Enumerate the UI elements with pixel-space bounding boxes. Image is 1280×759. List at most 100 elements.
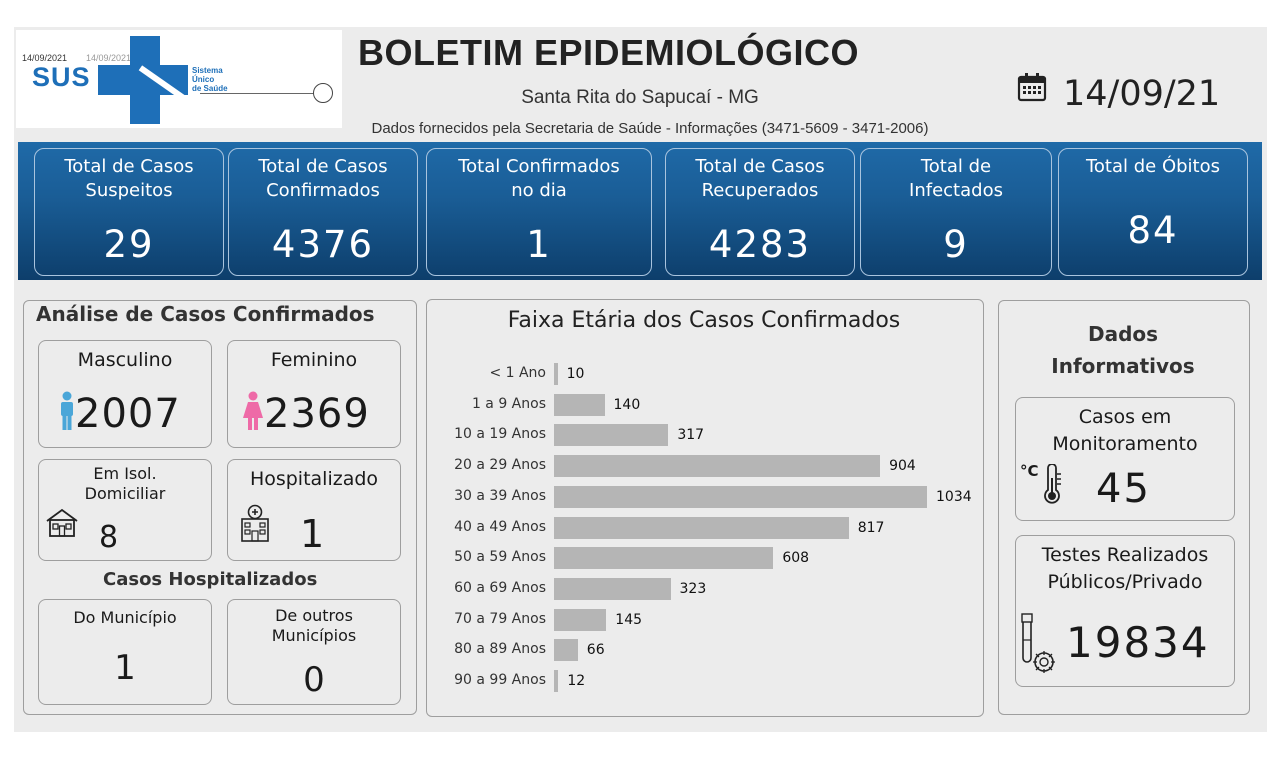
bar-value-label: 904 — [889, 458, 916, 475]
isolation-value: 8 — [99, 520, 119, 555]
logo-date-faded: 14/09/2021 — [86, 53, 132, 63]
hospitalized-value: 1 — [300, 512, 325, 556]
age-bar[interactable] — [554, 485, 927, 508]
isolation-label: Em Isol. Domiciliar — [84, 464, 166, 503]
monitoring-label: Casos em Monitoramento — [1052, 406, 1198, 455]
outros-value: 0 — [303, 660, 325, 700]
municipio-label: Do Município — [73, 608, 177, 627]
calendar-icon — [1017, 73, 1047, 102]
bar-category-label: 1 a 9 Anos — [471, 395, 546, 412]
kpi-value: 29 — [103, 223, 155, 266]
kpi-infectados: Total de Infectados 9 — [860, 148, 1052, 276]
date-slider-track[interactable] — [200, 93, 315, 94]
bar-category-label: 20 a 29 Anos — [454, 457, 546, 474]
bar-value-label: 608 — [782, 550, 810, 567]
bar-value-label: 12 — [567, 673, 586, 689]
female-icon — [243, 391, 263, 430]
tests-label: Testes Realizados Públicos/Privado — [1041, 544, 1209, 593]
celsius-unit: °C — [1020, 462, 1039, 480]
chart-title: Faixa Etária dos Casos Confirmados — [507, 308, 901, 333]
kpi-value: 4376 — [271, 223, 375, 266]
outros-card: De outros Municípios 0 — [227, 599, 401, 705]
hospitalized-card: Hospitalizado 1 — [227, 459, 401, 561]
female-card: Feminino 2369 — [227, 340, 401, 448]
municipio-card: Do Município 1 — [38, 599, 212, 705]
sus-brand-sub: Sistema Único de Saúde — [192, 66, 228, 93]
kpi-label: no dia — [511, 180, 567, 201]
sus-brand: SUS — [32, 62, 91, 92]
bar-category-label: < 1 Ano — [489, 365, 546, 381]
kpi-suspeitos: Total de Casos Suspeitos 29 — [34, 148, 224, 276]
kpi-label: Confirmados — [266, 180, 380, 201]
age-bar[interactable] — [554, 455, 881, 478]
age-bar[interactable] — [554, 363, 558, 385]
analysis-title: Análise de Casos Confirmados — [36, 302, 375, 326]
age-bar[interactable] — [554, 547, 774, 570]
bar-value-label: 323 — [679, 580, 707, 597]
monitoring-value: 45 — [1096, 466, 1151, 512]
kpi-value: 4283 — [708, 223, 812, 266]
kpi-label: Suspeitos — [85, 180, 173, 201]
kpi-value: 1 — [526, 223, 552, 266]
outros-label: De outros Municípios — [271, 606, 357, 645]
analysis-panel — [23, 300, 417, 715]
hospitalized-label: Hospitalizado — [249, 468, 379, 490]
bar-category-label: 10 a 19 Anos — [454, 426, 546, 443]
male-value: 2007 — [75, 391, 181, 437]
kpi-confirmados: Total de Casos Confirmados 4376 — [228, 148, 418, 276]
bar-category-label: 40 a 49 Anos — [454, 518, 546, 535]
bar-category-label: 70 a 79 Anos — [454, 610, 546, 627]
info-panel — [998, 300, 1250, 715]
kpi-label: Total de Casos — [64, 156, 194, 177]
bar-category-label: 60 a 69 Anos — [454, 579, 546, 596]
tests-card: Testes Realizados Públicos/Privado 19834 — [1015, 535, 1235, 687]
kpi-label: Total de Casos — [258, 156, 388, 177]
age-bar[interactable] — [554, 639, 578, 662]
kpi-label: Total de Casos — [695, 156, 825, 177]
age-bar[interactable] — [554, 424, 669, 447]
kpi-label: Total de — [920, 156, 992, 177]
age-bar[interactable] — [554, 393, 605, 416]
female-label: Feminino — [270, 349, 358, 371]
hosp-section-title: Casos Hospitalizados — [103, 569, 318, 590]
monitoring-card: Casos em Monitoramento °C 45 — [1015, 397, 1235, 521]
report-date: 14/09/21 — [1063, 74, 1221, 114]
data-source-note: Dados fornecidos pela Secretaria de Saúd… — [371, 120, 929, 137]
logo-date: 14/09/2021 — [22, 53, 68, 63]
male-icon — [61, 391, 73, 430]
age-chart-panel — [426, 299, 984, 717]
kpi-recuperados: Total de Casos Recuperados 4283 — [665, 148, 855, 276]
bar-value-label: 317 — [677, 427, 705, 444]
info-title: Dados Informativos — [1051, 322, 1195, 378]
bar-value-label: 817 — [857, 519, 885, 536]
isolation-card: Em Isol. Domiciliar 8 — [38, 459, 212, 561]
kpi-value: 9 — [943, 223, 969, 266]
male-label: Masculino — [77, 349, 173, 371]
municipio-value: 1 — [114, 648, 136, 688]
bar-value-label: 145 — [615, 611, 643, 628]
female-value: 2369 — [264, 391, 370, 437]
kpi-label: Recuperados — [701, 180, 819, 201]
age-bar[interactable] — [554, 516, 849, 539]
age-bar[interactable] — [554, 577, 671, 600]
hospital-icon — [241, 504, 269, 542]
kpi-band — [18, 142, 1262, 280]
date-slider-handle[interactable] — [313, 83, 333, 103]
bar-category-label: 50 a 59 Anos — [454, 549, 546, 566]
tests-value: 19834 — [1066, 618, 1210, 667]
bar-value-label: 1034 — [936, 488, 972, 505]
age-bar[interactable] — [554, 608, 607, 631]
kpi-confirmados-dia: Total Confirmados no dia 1 — [426, 148, 652, 276]
bar-category-label: 80 a 89 Anos — [454, 641, 546, 658]
kpi-label: Total Confirmados — [458, 156, 620, 177]
city-subtitle: Santa Rita do Sapucaí - MG — [521, 87, 759, 108]
bar-value-label: 66 — [586, 642, 605, 659]
kpi-obitos: Total de Óbitos 84 — [1058, 148, 1248, 276]
kpi-label: Infectados — [909, 180, 1003, 201]
age-bar[interactable] — [554, 670, 559, 692]
kpi-label: Total de Óbitos — [1085, 156, 1221, 177]
thermometer-icon — [1044, 464, 1061, 504]
test-tube-virus-icon — [1021, 613, 1055, 673]
bar-value-label: 10 — [566, 366, 585, 382]
male-card: Masculino 2007 — [38, 340, 212, 448]
